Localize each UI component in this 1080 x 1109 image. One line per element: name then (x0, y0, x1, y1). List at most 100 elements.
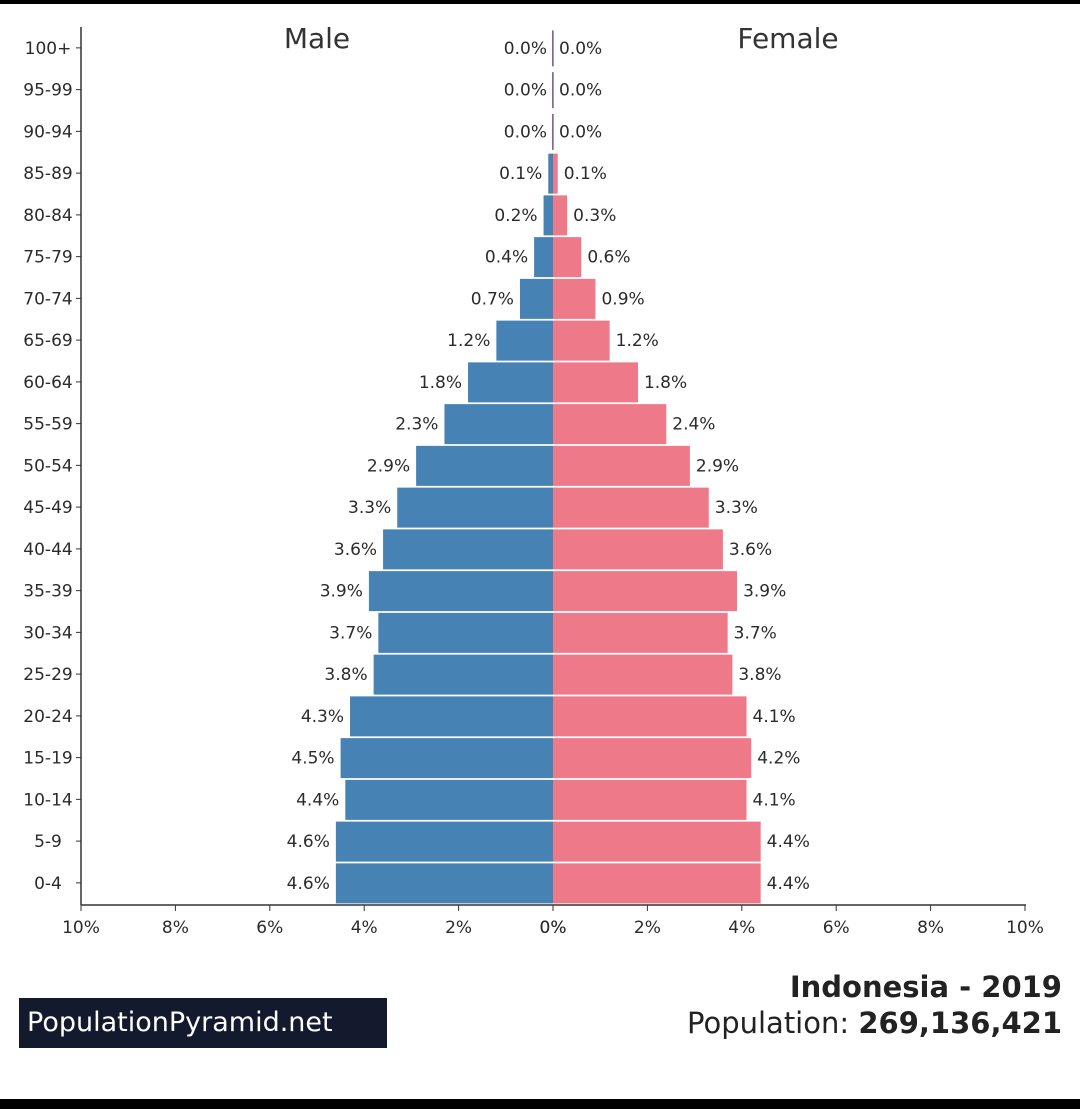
male-bar-35-39 (368, 571, 553, 612)
male-bar-25-29 (373, 654, 553, 695)
female-value-label: 4.4% (767, 832, 810, 852)
female-value-label: 0.9% (601, 289, 644, 309)
age-group-label: 5-9 (34, 832, 62, 852)
male-value-label: 3.8% (324, 665, 367, 685)
x-tick-label: 4% (728, 918, 755, 938)
male-bar-70-74 (519, 278, 553, 319)
male-bar-15-19 (340, 738, 553, 779)
female-bar-70-74 (553, 278, 596, 319)
x-tick-label: 6% (823, 918, 850, 938)
female-value-label: 3.3% (715, 498, 758, 518)
female-value-label: 3.6% (729, 540, 772, 560)
age-group-label: 45-49 (23, 498, 72, 518)
female-value-label: 0.0% (559, 39, 602, 59)
age-group-label: 65-69 (23, 331, 72, 351)
female-bar-30-34 (553, 612, 728, 653)
female-bar-50-54 (553, 445, 690, 486)
male-bar-40-44 (383, 529, 553, 570)
male-value-label: 4.4% (296, 790, 339, 810)
female-bar-55-59 (553, 404, 667, 445)
female-value-label: 0.3% (573, 206, 616, 226)
female-value-label: 1.8% (644, 373, 687, 393)
male-value-label: 0.7% (471, 289, 514, 309)
female-value-label: 1.2% (616, 331, 659, 351)
female-bar-85-89 (553, 153, 558, 194)
age-group-label: 20-24 (23, 707, 72, 727)
male-value-label: 3.9% (320, 582, 363, 602)
bottom-border (0, 1099, 1080, 1109)
female-bar-45-49 (553, 487, 709, 528)
population-value: 269,136,421 (858, 1006, 1062, 1040)
x-tick-label: 2% (445, 918, 472, 938)
male-bar-65-69 (496, 320, 553, 361)
age-group-label: 70-74 (23, 289, 72, 309)
x-tick-label: 6% (256, 918, 283, 938)
female-bar-35-39 (553, 571, 738, 612)
age-group-label: 95-99 (23, 81, 72, 101)
age-group-label: 80-84 (23, 206, 72, 226)
male-bar-85-89 (548, 153, 553, 194)
x-tick-label: 0% (540, 918, 567, 938)
male-bar-30-34 (378, 612, 553, 653)
population-label: Population: (687, 1006, 850, 1040)
male-value-label: 3.6% (334, 540, 377, 560)
age-group-label: 90-94 (23, 122, 72, 142)
x-tick-label: 10% (1006, 918, 1044, 938)
female-bar-5-9 (553, 821, 761, 862)
female-value-label: 2.4% (672, 415, 715, 435)
age-group-label: 35-39 (23, 582, 72, 602)
female-value-label: 3.7% (734, 623, 777, 643)
male-bar-20-24 (350, 696, 553, 737)
female-bar-80-84 (553, 195, 568, 236)
male-bar-5-9 (335, 821, 553, 862)
female-heading: Female (737, 22, 838, 55)
female-value-label: 0.0% (559, 122, 602, 142)
male-value-label: 0.0% (504, 39, 547, 59)
male-bar-0-4 (335, 863, 553, 904)
population-line: Population: 269,136,421 (687, 1006, 1062, 1040)
female-value-label: 3.8% (738, 665, 781, 685)
female-bar-10-14 (553, 779, 747, 820)
female-value-label: 4.1% (753, 707, 796, 727)
male-value-label: 4.6% (287, 832, 330, 852)
male-bar-80-84 (543, 195, 553, 236)
chart-title: Indonesia - 2019 (789, 970, 1062, 1004)
female-bar-60-64 (553, 362, 638, 403)
male-value-label: 2.3% (395, 415, 438, 435)
age-group-label: 10-14 (23, 790, 72, 810)
age-group-label: 25-29 (23, 665, 72, 685)
top-border (0, 0, 1080, 4)
age-group-label: 75-79 (23, 248, 72, 268)
brand-badge: PopulationPyramid.net (19, 998, 387, 1048)
male-bar-60-64 (468, 362, 553, 403)
female-value-label: 3.9% (743, 582, 786, 602)
male-bar-50-54 (416, 445, 553, 486)
male-bar-75-79 (534, 237, 553, 278)
x-tick-label: 8% (162, 918, 189, 938)
male-value-label: 0.4% (485, 248, 528, 268)
x-tick-label: 8% (917, 918, 944, 938)
age-group-label: 30-34 (23, 623, 72, 643)
female-bar-65-69 (553, 320, 610, 361)
female-bar-75-79 (553, 237, 582, 278)
female-bar-40-44 (553, 529, 723, 570)
female-bar-0-4 (553, 863, 761, 904)
male-bar-45-49 (397, 487, 553, 528)
female-value-label: 4.2% (757, 749, 800, 769)
male-value-label: 3.3% (348, 498, 391, 518)
male-value-label: 4.6% (287, 874, 330, 894)
male-bar-55-59 (444, 404, 553, 445)
female-value-label: 2.9% (696, 456, 739, 476)
male-value-label: 1.2% (447, 331, 490, 351)
male-value-label: 1.8% (419, 373, 462, 393)
x-tick-label: 10% (62, 918, 100, 938)
male-value-label: 4.5% (291, 749, 334, 769)
female-value-label: 4.4% (767, 874, 810, 894)
x-tick-label: 2% (634, 918, 661, 938)
male-heading: Male (284, 22, 350, 55)
age-group-label: 0-4 (34, 874, 62, 894)
x-tick-label: 4% (351, 918, 378, 938)
male-value-label: 0.2% (494, 206, 537, 226)
female-value-label: 0.1% (564, 164, 607, 184)
